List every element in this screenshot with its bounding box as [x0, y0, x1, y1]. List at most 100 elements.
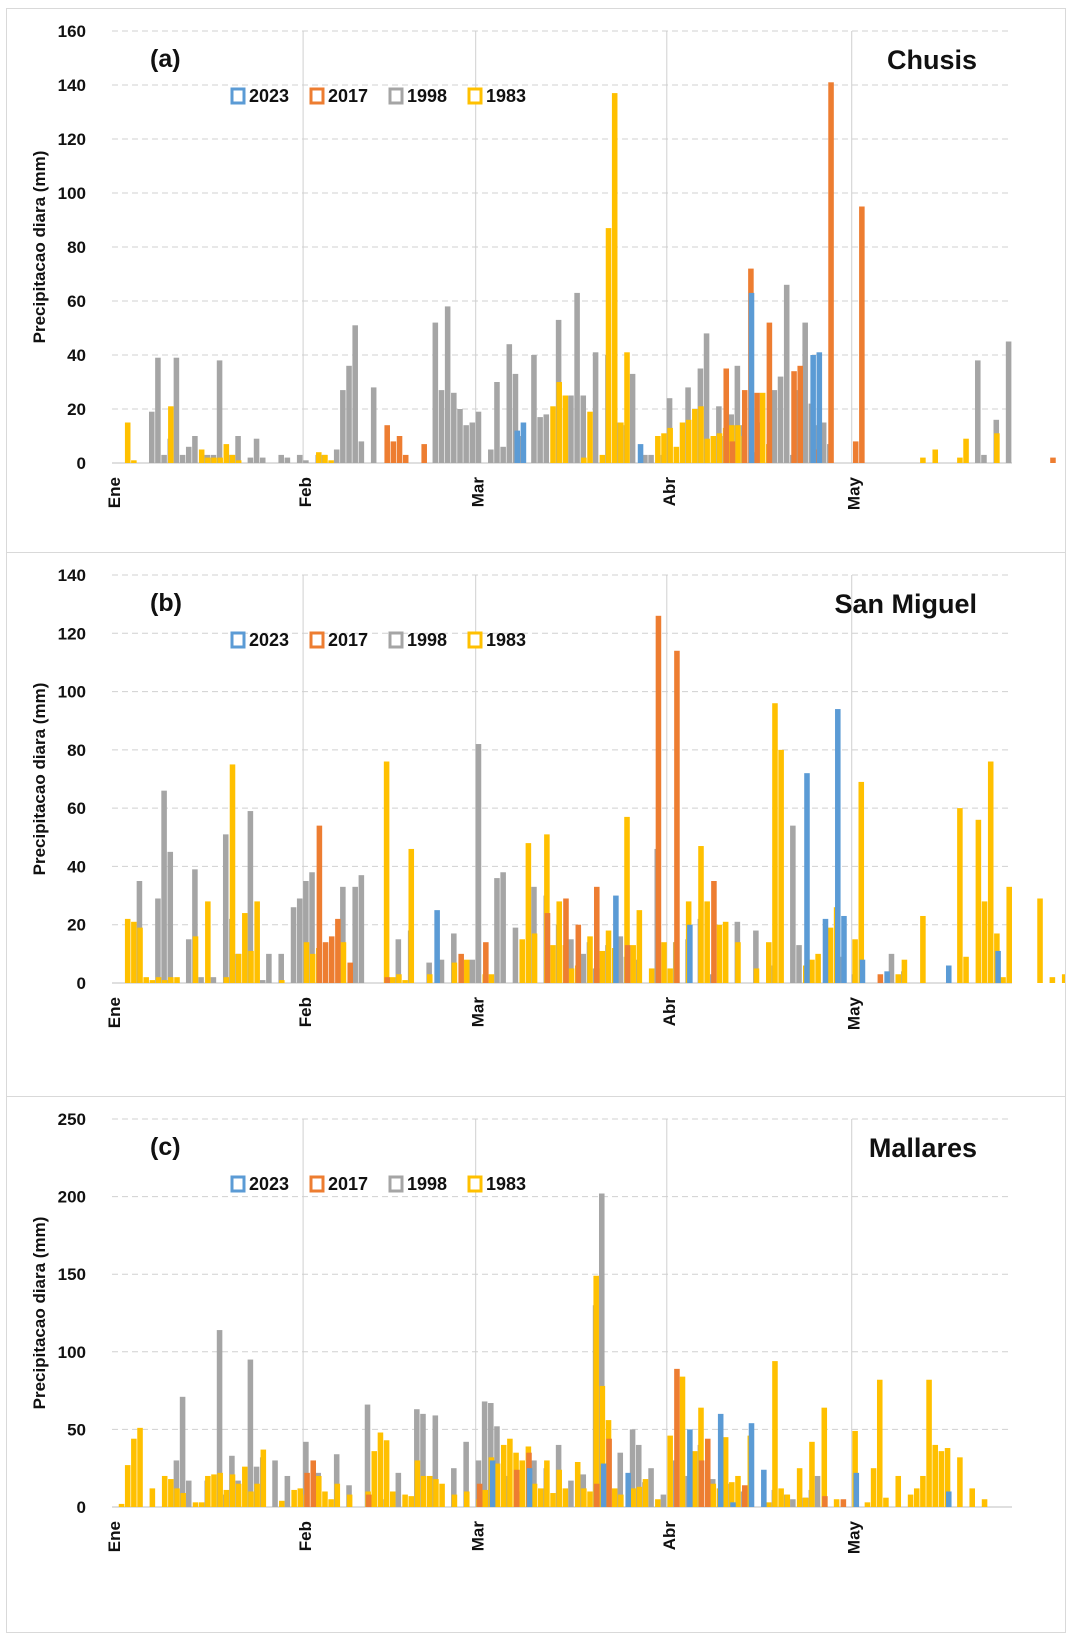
bar-1983 — [556, 382, 562, 463]
bar-1998 — [457, 409, 463, 463]
bar-2017 — [741, 1485, 748, 1507]
bar-1983 — [544, 1460, 550, 1507]
bar-1983 — [994, 433, 1000, 463]
bar-1983 — [316, 452, 322, 463]
bar-1998 — [494, 878, 500, 983]
bar-1983 — [198, 1502, 205, 1507]
bar-1998 — [543, 414, 550, 463]
bar-1998 — [395, 939, 402, 983]
bar-2023 — [995, 950, 1001, 983]
legend-swatch-1983 — [467, 87, 483, 105]
bar-2023 — [625, 1472, 631, 1507]
legend-swatch-2017 — [309, 87, 325, 105]
bar-1983 — [279, 1500, 285, 1507]
bar-1983 — [550, 1493, 556, 1507]
bar-1998 — [284, 457, 291, 463]
bar-2017 — [704, 1438, 711, 1507]
bar-1983 — [488, 974, 495, 983]
legend-label: 1983 — [486, 1174, 526, 1194]
bar-1983 — [605, 228, 612, 463]
bar-1983 — [710, 1483, 717, 1507]
y-tick-label: 200 — [58, 1188, 86, 1207]
bar-1998 — [432, 322, 439, 463]
bar-1983 — [235, 1483, 242, 1507]
bar-1983 — [611, 93, 618, 463]
bar-1998 — [598, 1193, 605, 1507]
bar-1983 — [963, 956, 969, 983]
bar-2023 — [434, 910, 440, 983]
bar-1983 — [642, 1479, 649, 1507]
y-tick-label: 40 — [67, 346, 86, 365]
bar-1998 — [753, 930, 759, 983]
bar-1983 — [124, 422, 131, 463]
bar-1983 — [118, 1503, 125, 1507]
bar-1998 — [340, 390, 346, 463]
bar-1998 — [173, 357, 180, 463]
bar-1983 — [957, 457, 963, 463]
bar-1983 — [217, 1472, 223, 1507]
bar-1998 — [820, 422, 827, 463]
bar-1998 — [469, 959, 476, 983]
bar-1983 — [827, 927, 834, 983]
bar-1983 — [426, 974, 433, 983]
bar-2023 — [748, 292, 755, 463]
bar-1998 — [531, 355, 537, 463]
bar-1983 — [735, 942, 741, 983]
legend-label: 1998 — [407, 630, 447, 650]
bar-1983 — [500, 1444, 507, 1507]
bar-1998 — [247, 457, 254, 463]
bar-1998 — [352, 886, 358, 983]
bar-1983 — [833, 1499, 840, 1507]
y-tick-label: 120 — [58, 624, 86, 643]
bar-1983 — [291, 1489, 297, 1507]
x-tick-label: Abr — [660, 997, 679, 1027]
bar-1983 — [605, 930, 612, 983]
bar-1998 — [198, 977, 204, 983]
bar-1983 — [593, 1275, 599, 1507]
bar-2017 — [797, 365, 803, 463]
bar-2023 — [526, 1468, 533, 1507]
bar-1983 — [1061, 974, 1065, 983]
bar-1998 — [438, 959, 445, 983]
bar-1983 — [482, 1489, 489, 1507]
bar-1998 — [783, 284, 790, 463]
y-tick-label: 40 — [67, 857, 86, 876]
bar-2023 — [687, 1429, 693, 1507]
bar-1983 — [371, 1451, 378, 1507]
bar-1998 — [1005, 341, 1012, 463]
y-tick-label: 140 — [58, 566, 86, 585]
bar-1998 — [629, 373, 636, 463]
bar-1983 — [322, 1491, 328, 1507]
bar-1983 — [975, 819, 982, 983]
bar-1998 — [451, 933, 457, 983]
bar-1983 — [192, 936, 199, 983]
bar-1983 — [519, 1460, 525, 1507]
bar-1983 — [753, 968, 760, 983]
bar-2023 — [841, 915, 847, 983]
bar-1983 — [710, 436, 717, 463]
bar-1983 — [685, 419, 692, 463]
chart-svg: 0 20 40 60 80 100 120 140 Ene Feb Mar Abr May Precipi… — [30, 566, 1065, 1030]
legend-swatch-1998 — [388, 87, 404, 105]
bar-1983 — [735, 425, 741, 463]
bar-1998 — [592, 352, 599, 463]
bar-1983 — [223, 977, 230, 983]
bar-1998 — [192, 869, 198, 983]
bar-2017 — [859, 206, 865, 463]
bar-2017 — [624, 945, 631, 983]
bar-2017 — [513, 1469, 520, 1507]
panel-label: (c) — [150, 1133, 181, 1161]
x-tick-label: Mar — [469, 477, 488, 508]
legend-label: 1983 — [486, 630, 526, 650]
bar-1998 — [210, 977, 217, 983]
bar-1983 — [1049, 977, 1056, 983]
bar-2017 — [563, 898, 569, 983]
bar-1983 — [618, 1494, 624, 1507]
bar-1983 — [870, 1468, 877, 1507]
station-name: San Miguel — [834, 589, 977, 619]
legend-swatch-2023 — [230, 631, 246, 649]
bar-1983 — [211, 457, 217, 463]
panel-label: (a) — [150, 45, 181, 73]
bar-1983 — [864, 1502, 871, 1507]
bar-1983 — [581, 1488, 587, 1507]
